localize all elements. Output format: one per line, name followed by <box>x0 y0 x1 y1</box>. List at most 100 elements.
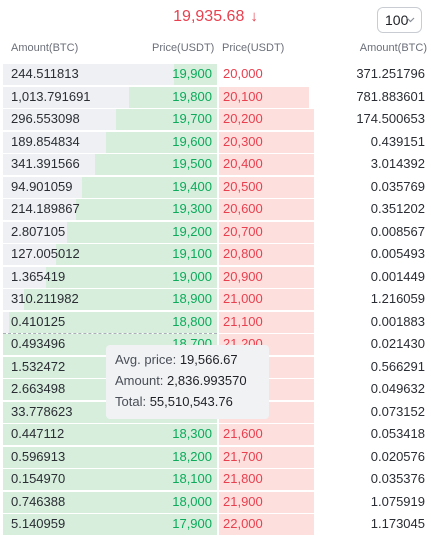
ask-amount: 371.251796 <box>356 66 425 81</box>
bid-amount: 1.532472 <box>11 358 66 374</box>
ask-amount: 0.053418 <box>370 426 425 441</box>
bid-amount: 341.391566 <box>11 156 80 171</box>
bid-amount: 5.140959 <box>11 516 66 531</box>
ask-price: 20,700 <box>223 223 263 239</box>
ask-amount: 0.049632 <box>370 381 425 396</box>
bid-amount: 0.493496 <box>11 336 66 351</box>
bid-price: 18,200 <box>172 448 212 464</box>
order-book-row[interactable]: 341.391566 19,500 20,400 3.014392 <box>0 153 431 176</box>
bid-depth-bar <box>3 491 217 513</box>
order-book-row[interactable]: 2.807105 19,200 20,700 0.008567 <box>0 221 431 244</box>
bid-amount: 296.553098 <box>11 111 80 126</box>
ask-price: 20,100 <box>223 88 263 104</box>
bid-depth-bar <box>116 109 217 130</box>
ask-price: 21,100 <box>223 313 263 329</box>
ask-price: 20,900 <box>223 268 263 284</box>
ask-amount: 1.075919 <box>370 493 425 509</box>
ask-amount: 0.008567 <box>370 223 425 239</box>
order-book-row[interactable]: 94.901059 19,400 20,500 0.035769 <box>0 176 431 199</box>
bid-price: 18,900 <box>172 291 212 306</box>
bid-amount: 189.854834 <box>11 133 80 149</box>
bid-depth-bar <box>3 446 217 468</box>
ask-amount: 0.020576 <box>370 448 425 464</box>
order-book-row[interactable]: 214.189867 19,300 20,600 0.351202 <box>0 198 431 221</box>
bid-price: 19,400 <box>172 178 212 194</box>
order-book-row[interactable]: 1.365419 19,000 20,900 0.001449 <box>0 266 431 289</box>
ask-amount: 174.500653 <box>356 111 425 126</box>
bid-depth-bar <box>67 221 217 243</box>
order-book-row[interactable]: 0.746388 18,000 21,900 1.075919 <box>0 491 431 514</box>
tooltip-amount-value: 2,836.993570 <box>167 373 247 388</box>
bid-price: 18,100 <box>172 471 212 486</box>
ask-amount: 0.005493 <box>370 246 425 261</box>
ask-amount: 0.021430 <box>370 336 425 351</box>
order-book-row[interactable]: 310.211982 18,900 21,000 1.216059 <box>0 288 431 311</box>
ask-depth-bar <box>219 491 314 513</box>
ask-depth-bar <box>219 199 314 220</box>
ask-price: 20,400 <box>223 156 263 171</box>
bid-amount: 0.154970 <box>11 471 66 486</box>
ask-amount: 0.566291 <box>370 358 425 374</box>
bid-price: 19,000 <box>172 268 212 284</box>
order-book-row[interactable]: 244.511813 19,900 20,000 371.251796 <box>0 63 431 86</box>
ask-price: 21,000 <box>223 291 263 306</box>
bid-price: 19,100 <box>172 246 212 261</box>
tooltip-total: Total: 55,510,543.76 <box>115 393 269 414</box>
ask-depth-bar <box>219 109 314 130</box>
ask-depth-bar <box>219 86 309 108</box>
ask-amount: 0.073152 <box>370 403 425 419</box>
order-book-row[interactable]: 127.005012 19,100 20,800 0.005493 <box>0 243 431 266</box>
tooltip-avg-price-label: Avg. price: <box>115 352 177 367</box>
ask-amount: 0.001883 <box>370 313 425 329</box>
bid-amount: 1.365419 <box>11 268 66 284</box>
order-book-row[interactable]: 5.140959 17,900 22,000 1.173045 <box>0 513 431 536</box>
ask-amount: 0.351202 <box>370 201 425 216</box>
order-book-row[interactable]: 0.154970 18,100 21,800 0.035376 <box>0 468 431 491</box>
bid-amount: 2.807105 <box>11 223 66 239</box>
bid-amount: 310.211982 <box>11 291 79 306</box>
bid-price: 19,800 <box>172 88 212 104</box>
header-bid-amount: Amount(BTC) <box>11 42 79 54</box>
last-price: 19,935.68 ↓ <box>0 8 431 26</box>
ask-depth-bar <box>219 424 314 445</box>
order-book-row[interactable]: 189.854834 19,600 20,300 0.439151 <box>0 131 431 154</box>
bid-price: 19,200 <box>172 223 212 239</box>
ask-amount: 1.216059 <box>370 291 425 306</box>
ask-amount: 0.001449 <box>370 268 425 284</box>
order-book-row[interactable]: 296.553098 19,700 20,200 174.500653 <box>0 108 431 131</box>
order-book-row[interactable]: 0.596913 18,200 21,700 0.020576 <box>0 446 431 469</box>
bid-depth-bar <box>3 469 217 490</box>
ask-price: 22,000 <box>223 516 263 531</box>
order-book-row[interactable]: 1,013.791691 19,800 20,100 781.883601 <box>0 86 431 109</box>
bid-amount: 2.663498 <box>11 381 66 396</box>
ask-depth-bar <box>219 514 314 535</box>
bid-amount: 94.901059 <box>11 178 73 194</box>
ask-price: 20,600 <box>223 201 263 216</box>
bid-amount: 214.189867 <box>11 201 80 216</box>
bid-depth-bar <box>46 266 217 288</box>
ask-depth-bar <box>219 311 314 333</box>
ask-price: 20,200 <box>223 111 263 126</box>
ask-depth-bar <box>219 154 314 175</box>
bid-depth-bar <box>76 199 217 220</box>
chevron-down-icon <box>406 8 415 41</box>
order-book-row[interactable]: 0.410125 18,800 21,100 0.001883 <box>0 311 431 334</box>
bid-depth-bar <box>174 64 217 85</box>
header-ask-amount: Amount(BTC) <box>359 42 427 54</box>
ask-price: 21,800 <box>223 471 263 486</box>
header-ask-price: Price(USDT) <box>222 42 285 54</box>
ask-depth-bar <box>219 131 314 153</box>
depth-select[interactable]: 100 <box>377 7 422 33</box>
tooltip-amount-label: Amount: <box>115 373 164 388</box>
ask-price: 20,000 <box>223 66 263 81</box>
bid-amount: 0.746388 <box>11 493 66 509</box>
bid-depth-bar <box>3 424 217 445</box>
bid-depth-bar <box>24 289 217 310</box>
bid-price: 19,500 <box>172 156 212 171</box>
bid-depth-bar <box>3 514 217 535</box>
order-book: 244.511813 19,900 20,000 371.251796 1,013.79… <box>0 63 431 536</box>
order-book-row[interactable]: 0.447112 18,300 21,600 0.053418 <box>0 423 431 446</box>
ask-amount: 3.014392 <box>370 156 425 171</box>
bid-amount: 0.410125 <box>11 313 66 329</box>
ask-price: 20,800 <box>223 246 263 261</box>
